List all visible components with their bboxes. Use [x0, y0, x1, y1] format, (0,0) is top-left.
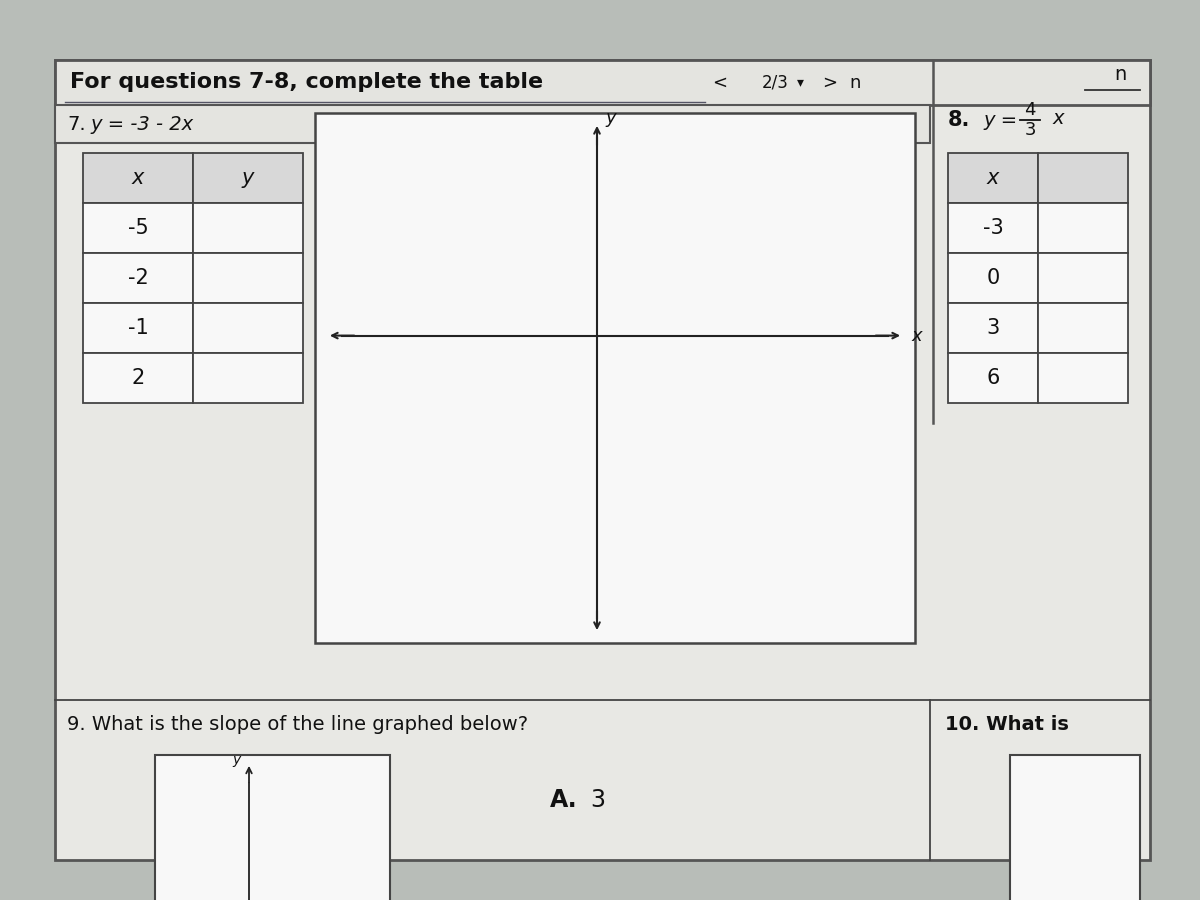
Bar — [193, 353, 302, 403]
Bar — [1010, 755, 1140, 900]
Bar — [155, 755, 390, 900]
Text: 0: 0 — [986, 268, 1000, 288]
Text: y = -3 - 2x: y = -3 - 2x — [90, 114, 193, 133]
Bar — [1038, 253, 1128, 303]
Text: -2: -2 — [127, 268, 149, 288]
Text: 8.: 8. — [948, 110, 971, 130]
Bar — [948, 303, 1038, 353]
Bar — [83, 153, 193, 203]
Text: 10. What is: 10. What is — [946, 716, 1069, 734]
Text: x: x — [1052, 109, 1063, 128]
Text: y: y — [233, 753, 241, 767]
Bar — [193, 303, 302, 353]
Text: 3: 3 — [986, 318, 1000, 338]
Text: 4: 4 — [1025, 101, 1036, 119]
Text: 3: 3 — [1025, 121, 1036, 139]
Text: >: > — [822, 74, 838, 92]
Text: y =: y = — [983, 111, 1018, 130]
Bar — [193, 203, 302, 253]
Bar — [83, 253, 193, 303]
Bar — [55, 105, 930, 143]
Text: y: y — [605, 109, 616, 127]
Text: 9. What is the slope of the line graphed below?: 9. What is the slope of the line graphed… — [67, 716, 528, 734]
Text: 3: 3 — [590, 788, 605, 812]
Text: y: y — [242, 168, 254, 188]
Text: ▾: ▾ — [797, 76, 804, 89]
Bar — [1038, 303, 1128, 353]
Text: -3: -3 — [983, 218, 1003, 238]
Bar — [55, 60, 1150, 860]
Text: -5: -5 — [127, 218, 149, 238]
Text: For questions 7-8, complete the table: For questions 7-8, complete the table — [70, 73, 544, 93]
Bar — [83, 353, 193, 403]
Text: n: n — [850, 74, 860, 92]
Text: -1: -1 — [127, 318, 149, 338]
Text: <: < — [713, 74, 727, 92]
Text: 2: 2 — [131, 368, 145, 388]
Bar — [948, 203, 1038, 253]
Bar — [948, 353, 1038, 403]
Text: x: x — [986, 168, 1000, 188]
Bar — [83, 203, 193, 253]
Text: x: x — [911, 327, 922, 345]
Bar — [55, 60, 1150, 105]
Text: A.: A. — [550, 788, 577, 812]
Text: x: x — [132, 168, 144, 188]
Text: 7.: 7. — [67, 114, 85, 133]
Bar — [314, 113, 916, 643]
Bar — [948, 253, 1038, 303]
Bar — [1038, 203, 1128, 253]
Bar — [1038, 353, 1128, 403]
Bar — [83, 303, 193, 353]
Bar — [193, 153, 302, 203]
Text: 6: 6 — [986, 368, 1000, 388]
Bar — [193, 253, 302, 303]
Bar — [1038, 153, 1128, 203]
Text: 2/3: 2/3 — [762, 74, 788, 92]
Text: n: n — [1114, 66, 1126, 85]
Bar — [948, 153, 1038, 203]
